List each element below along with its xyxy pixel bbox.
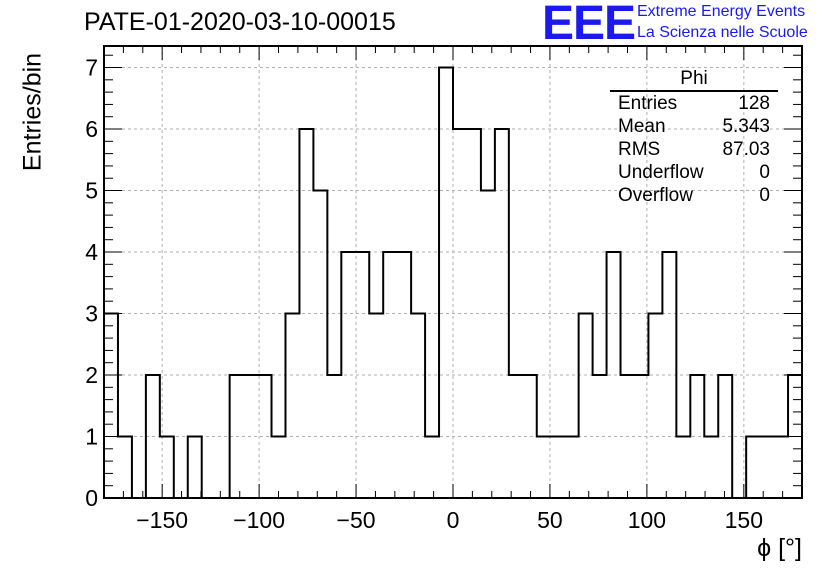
stats-label: Overflow <box>618 185 693 206</box>
stats-row: Mean 5.343 <box>610 115 778 138</box>
y-tick-label: 5 <box>85 178 98 204</box>
stats-label: Underflow <box>618 162 704 183</box>
stats-value: 0 <box>759 185 770 206</box>
logo-line-1: Extreme Energy Events <box>637 3 806 20</box>
stats-value: 0 <box>759 162 770 183</box>
stats-label: Mean <box>618 116 666 137</box>
y-tick-label: 0 <box>85 485 98 511</box>
y-tick-label: 3 <box>85 301 98 327</box>
logo-line-2: La Scienza nelle Scuole <box>637 24 808 41</box>
stats-row: Overflow 0 <box>610 184 778 207</box>
x-axis-label: ϕ [°] <box>757 534 802 562</box>
chart-title: PATE-01-2020-03-10-00015 <box>84 8 396 36</box>
y-tick-label: 6 <box>85 116 98 142</box>
y-axis-label: Entries/bin <box>18 52 47 172</box>
y-tick-label: 2 <box>85 362 98 388</box>
x-tick-label: 50 <box>537 507 563 533</box>
stats-value: 5.343 <box>722 116 770 137</box>
stats-value: 128 <box>738 93 770 114</box>
eee-logo: EEE <box>542 0 636 50</box>
y-tick-label: 4 <box>85 239 98 265</box>
stats-label: Entries <box>618 93 678 114</box>
x-tick-label: 0 <box>447 507 460 533</box>
axis-ticks <box>104 46 802 499</box>
y-tick-label: 7 <box>85 55 98 81</box>
x-tick-label: −50 <box>337 507 376 533</box>
stats-row: RMS 87.03 <box>610 138 778 161</box>
stats-row: Underflow 0 <box>610 161 778 184</box>
stats-value: 87.03 <box>722 139 770 160</box>
stats-label: RMS <box>618 139 661 160</box>
y-tick-label: 1 <box>85 424 98 450</box>
x-tick-label: −150 <box>136 507 188 533</box>
x-tick-label: −100 <box>233 507 285 533</box>
x-tick-label: 100 <box>628 507 666 533</box>
tick-labels: −150 −100 −50 0 50 100 150 0 1 2 3 4 5 6 7 <box>85 55 763 533</box>
stats-title: Phi <box>610 68 778 92</box>
x-tick-label: 150 <box>725 507 763 533</box>
stats-box: Phi Entries 128 Mean 5.343 RMS 87.03 Und… <box>610 68 778 207</box>
stats-row: Entries 128 <box>610 92 778 115</box>
